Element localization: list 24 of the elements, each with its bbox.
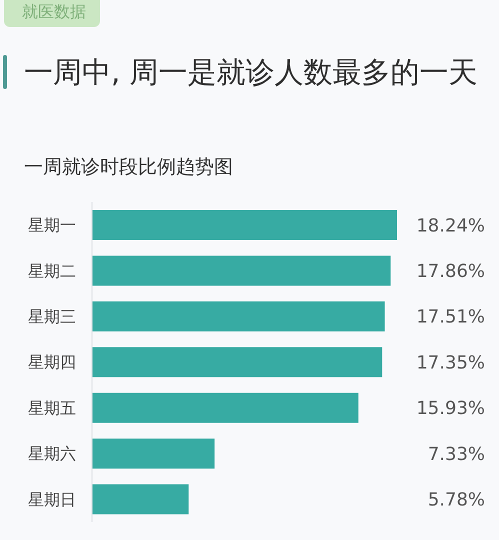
- y-tick-label: 星期六: [28, 444, 76, 464]
- bar: [92, 256, 391, 286]
- y-tick-label: 星期五: [28, 398, 76, 418]
- data-label: 17.86%: [416, 261, 485, 282]
- data-label: 7.33%: [428, 444, 485, 465]
- bar: [92, 301, 385, 332]
- bar: [92, 210, 397, 240]
- bar: [92, 438, 215, 469]
- data-label: 17.35%: [416, 352, 485, 374]
- y-tick-label: 星期一: [28, 216, 76, 235]
- data-label: 15.93%: [416, 398, 485, 420]
- bar: [92, 347, 382, 378]
- bar: [92, 392, 358, 423]
- y-tick-label: 星期日: [28, 490, 76, 509]
- y-tick-label: 星期四: [28, 352, 76, 372]
- badge: 就医数据: [4, 0, 100, 27]
- data-label: 17.51%: [416, 306, 485, 328]
- y-tick-label: 星期二: [28, 261, 76, 280]
- data-label: 18.24%: [416, 215, 485, 236]
- bar: [92, 484, 189, 514]
- chart-title: 一周中, 周一是就诊人数最多的一天: [24, 54, 478, 91]
- chart-subtitle: 一周就诊时段比例趋势图: [24, 155, 233, 180]
- data-label: 5.78%: [428, 490, 485, 511]
- y-tick-label: 星期三: [28, 306, 76, 326]
